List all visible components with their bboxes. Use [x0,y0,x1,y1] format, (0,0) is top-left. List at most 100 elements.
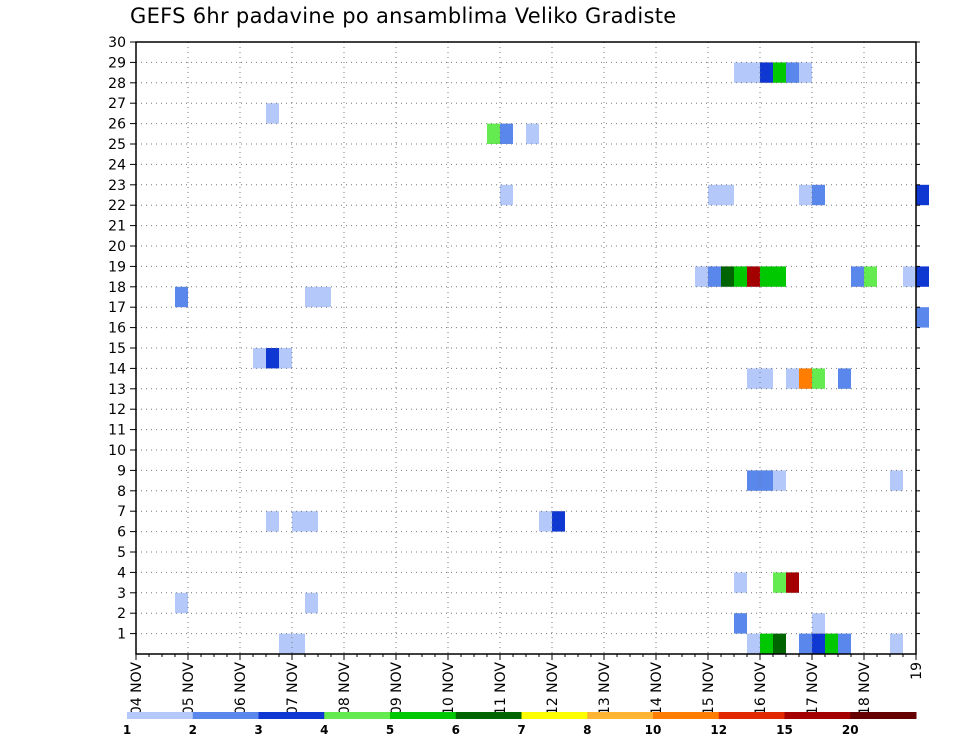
colorbar-swatch [653,712,720,719]
precip-cell [760,368,773,389]
x-tick-label: 10 NOV [441,662,457,716]
precip-cell [747,62,760,83]
precip-cell [760,62,773,83]
x-tick-label: 13 NOV [597,662,613,716]
precip-cell [747,266,760,287]
cells-layer [175,62,929,654]
colorbar-label: 1 [123,723,131,737]
precip-cell [747,470,760,491]
colorbar-label: 4 [320,723,328,737]
precip-cell [526,123,539,144]
x-tick-label: 11 NOV [493,662,509,716]
precip-cell [500,123,513,144]
colorbar-swatch [718,712,785,719]
precip-cell [500,184,513,206]
y-tick-label: 8 [117,484,126,500]
chart-title: GEFS 6hr padavine po ansamblima Veliko G… [130,4,677,28]
y-tick-label: 28 [108,76,126,92]
colorbar-label: 2 [189,723,197,737]
precip-cell [890,470,903,491]
precip-cell [890,633,903,654]
axes-layer: 1234567891011121314151617181920212223242… [108,35,925,715]
precip-cell [292,633,305,654]
x-tick-label: 04 NOV [129,662,145,716]
precip-cell [838,368,851,389]
y-tick-label: 5 [117,545,126,561]
x-tick-label: 06 NOV [233,662,249,716]
y-tick-label: 6 [117,525,126,541]
y-tick-label: 12 [108,402,126,418]
colorbar-swatch [521,712,588,719]
y-tick-label: 22 [108,198,126,214]
colorbar-swatch [390,712,457,719]
x-tick-label: 15 NOV [701,662,717,716]
colorbar-swatch [192,712,259,719]
colorbar-label: 7 [517,723,525,737]
y-tick-label: 7 [117,504,126,520]
y-tick-label: 20 [108,239,126,255]
colorbar-label: 15 [776,723,793,737]
y-tick-label: 29 [108,55,126,71]
y-tick-label: 23 [108,178,126,194]
precip-cell [851,266,864,287]
colorbar-label: 6 [452,723,460,737]
y-tick-label: 25 [108,137,126,153]
x-tick-label: 05 NOV [181,662,197,716]
precip-cell [825,633,838,654]
precip-cell [773,266,786,287]
precip-cell [734,613,747,634]
precip-cell [266,103,279,124]
colorbar-swatch [258,712,325,719]
y-tick-label: 4 [117,565,126,581]
precip-cell [695,266,708,287]
y-tick-label: 19 [108,259,126,275]
x-tick-label: 12 NOV [545,662,561,716]
x-tick-label: 19 [909,662,925,680]
precip-cell [760,266,773,287]
y-tick-label: 26 [108,117,126,133]
x-tick-label: 07 NOV [285,662,301,716]
precip-cell [305,511,318,532]
y-tick-label: 17 [108,300,126,316]
precip-cell [773,470,786,491]
precip-cell [773,633,786,654]
precip-cell [734,572,747,593]
precip-cell [838,633,851,654]
precip-cell [786,62,799,83]
precip-cell [734,62,747,83]
precip-cell [760,633,773,654]
precip-cell [292,511,305,532]
y-tick-label: 13 [108,382,126,398]
precip-cell [903,266,916,287]
precip-cell [812,368,825,389]
precip-cell [253,348,266,369]
precip-cell [773,572,786,593]
y-tick-label: 9 [117,463,126,479]
precip-cell [708,266,721,287]
x-tick-label: 18 NOV [857,662,873,716]
precip-cell [279,633,292,654]
precip-cell [812,613,825,634]
y-tick-label: 10 [108,443,126,459]
y-tick-label: 30 [108,35,126,51]
precip-cell [916,266,929,287]
y-tick-label: 27 [108,96,126,112]
precip-cell [539,511,552,532]
y-tick-label: 11 [108,423,126,439]
colorbar-label: 3 [254,723,262,737]
y-tick-label: 18 [108,280,126,296]
precip-cell [812,184,825,206]
colorbar-label: 8 [583,723,591,737]
precip-cell [708,184,721,206]
y-tick-label: 16 [108,321,126,337]
precip-cell [799,368,812,389]
precip-cell [760,470,773,491]
colorbar-swatch [850,712,917,719]
colorbar-swatch [587,712,654,719]
colorbar-swatch [455,712,522,719]
x-tick-label: 09 NOV [389,662,405,716]
precip-cell [734,266,747,287]
precip-cell [279,348,292,369]
x-tick-label: 14 NOV [649,662,665,716]
